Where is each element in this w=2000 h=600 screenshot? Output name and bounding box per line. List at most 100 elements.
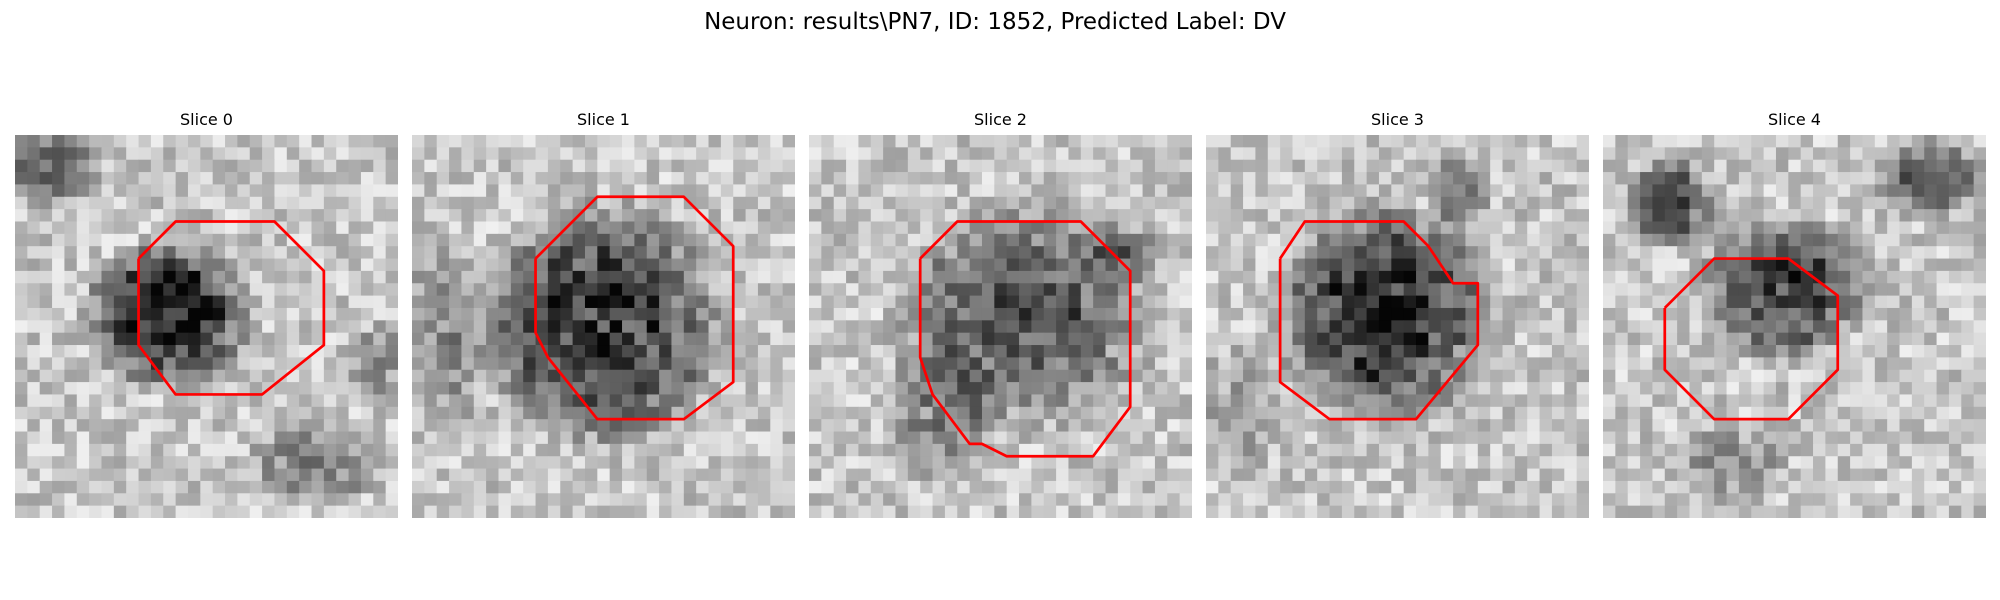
pixel-cell	[200, 270, 214, 284]
pixel-cell	[15, 382, 28, 395]
pixel-cell	[1267, 382, 1281, 395]
pixel-cell	[348, 419, 362, 433]
pixel-cell	[1936, 431, 1950, 445]
pixel-cell	[212, 233, 226, 247]
pixel-cell	[1230, 307, 1244, 321]
pixel-cell	[920, 209, 934, 222]
pixel-cell	[572, 443, 586, 457]
pixel-cell	[1179, 159, 1192, 173]
pixel-cell	[1292, 357, 1306, 371]
pixel-cell	[671, 258, 685, 272]
pixel-cell	[944, 345, 958, 358]
pixel-cell	[1961, 209, 1975, 222]
pixel-cell	[1304, 456, 1318, 470]
pixel-cell	[461, 221, 475, 235]
pixel-cell	[348, 258, 362, 272]
pixel-cell	[1142, 184, 1156, 198]
pixel-cell	[1652, 209, 1666, 222]
pixel-cell	[101, 246, 115, 260]
pixel-cell	[126, 172, 140, 185]
pixel-cell	[175, 480, 189, 494]
pixel-cell	[424, 295, 438, 309]
pixel-cell	[150, 307, 164, 321]
pixel-cell	[634, 196, 648, 210]
pixel-cell	[1403, 196, 1417, 210]
pixel-cell	[572, 456, 586, 470]
pixel-cell	[1576, 135, 1589, 148]
pixel-cell	[1527, 184, 1541, 198]
pixel-cell	[1218, 456, 1232, 470]
pixel-cell	[1130, 283, 1144, 297]
pixel-cell	[720, 443, 734, 457]
pixel-cell	[1689, 196, 1703, 210]
pixel-cell	[1973, 270, 1986, 284]
pixel-cell	[883, 320, 896, 334]
pixel-cell	[1714, 135, 1728, 148]
pixel-cell	[1403, 480, 1417, 494]
pixel-cell	[1911, 382, 1925, 395]
pixel-cell	[1428, 394, 1442, 408]
pixel-cell	[1093, 456, 1107, 470]
pixel-cell	[1689, 295, 1703, 309]
pixel-cell	[1453, 456, 1466, 470]
pixel-cell	[1825, 419, 1839, 433]
pixel-cell	[1105, 394, 1119, 408]
pixel-cell	[895, 196, 909, 210]
pixel-cell	[883, 332, 896, 346]
pixel-cell	[994, 394, 1008, 408]
pixel-cell	[1354, 172, 1368, 185]
pixel-cell	[1551, 345, 1565, 358]
pixel-cell	[1280, 295, 1293, 309]
pixel-cell	[1416, 221, 1429, 235]
pixel-cell	[286, 295, 300, 309]
pixel-cell	[659, 270, 672, 284]
pixel-cell	[101, 394, 115, 408]
pixel-cell	[249, 196, 263, 210]
pixel-cell	[597, 456, 611, 470]
pixel-cell	[981, 209, 995, 222]
pixel-cell	[1640, 159, 1653, 173]
pixel-cell	[572, 431, 586, 445]
pixel-cell	[1763, 382, 1777, 395]
pixel-cell	[1640, 172, 1653, 185]
pixel-cell	[1862, 345, 1876, 358]
pixel-cell	[138, 443, 152, 457]
pixel-cell	[323, 221, 337, 235]
pixel-cell	[671, 295, 685, 309]
pixel-cell	[15, 172, 28, 185]
pixel-cell	[1179, 480, 1192, 494]
pixel-cell	[1391, 493, 1405, 507]
pixel-cell	[1453, 394, 1466, 408]
pixel-cell	[920, 159, 934, 173]
pixel-cell	[1117, 443, 1131, 457]
pixel-cell	[994, 209, 1008, 222]
pixel-cell	[299, 406, 313, 420]
pixel-cell	[745, 369, 759, 383]
pixel-cell	[1056, 320, 1069, 334]
pixel-cell	[1924, 394, 1938, 408]
pixel-cell	[89, 419, 102, 433]
pixel-cell	[821, 258, 835, 272]
pixel-cell	[225, 258, 238, 272]
pixel-cell	[1615, 135, 1629, 148]
pixel-cell	[1218, 270, 1232, 284]
pixel-cell	[39, 419, 53, 433]
pixel-cell	[212, 456, 226, 470]
pixel-cell	[1230, 505, 1244, 518]
pixel-cell	[1973, 431, 1986, 445]
pixel-cell	[1416, 295, 1429, 309]
pixel-cell	[745, 443, 759, 457]
pixel-cell	[1701, 320, 1715, 334]
pixel-cell	[52, 369, 65, 383]
pixel-cell	[262, 406, 275, 420]
pixel-cell	[27, 159, 41, 173]
pixel-cell	[597, 184, 611, 198]
pixel-cell	[1615, 283, 1629, 297]
pixel-cell	[597, 172, 611, 185]
pixel-cell	[336, 258, 350, 272]
pixel-cell	[138, 172, 152, 185]
pixel-cell	[745, 456, 759, 470]
pixel-cell	[720, 431, 734, 445]
pixel-cell	[720, 357, 734, 371]
pixel-cell	[1167, 184, 1181, 198]
